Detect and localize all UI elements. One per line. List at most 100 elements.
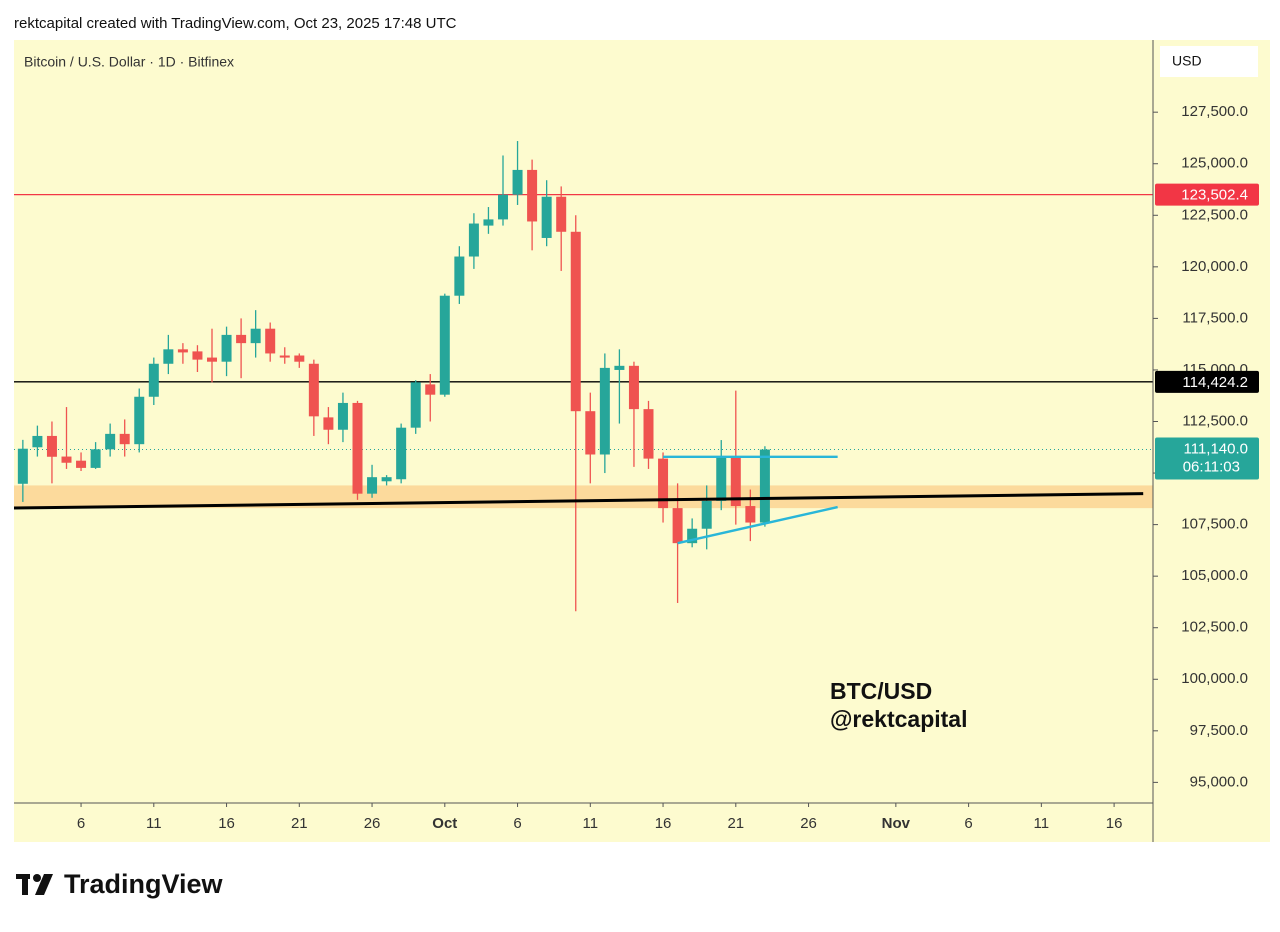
candle-body xyxy=(730,456,741,507)
trendline xyxy=(13,492,1144,510)
candle-body xyxy=(658,458,669,509)
candle-body xyxy=(396,427,407,480)
last-price-box xyxy=(1155,437,1259,480)
x-tick-label: Nov xyxy=(882,815,911,832)
candle-body xyxy=(192,351,203,360)
candle-body xyxy=(498,194,508,220)
currency: USD xyxy=(1172,53,1202,69)
x-tick-label: Oct xyxy=(432,815,457,832)
currency-box xyxy=(1160,46,1258,77)
candle-body xyxy=(265,328,276,354)
candle-body xyxy=(17,448,28,484)
x-tick-label: 26 xyxy=(364,815,381,832)
x-tick-label: 16 xyxy=(655,815,672,832)
x-tick-label: 21 xyxy=(727,815,744,832)
candle-body xyxy=(294,355,305,362)
candle-body xyxy=(643,409,654,459)
level-label-box xyxy=(1155,370,1259,393)
candle-body xyxy=(76,460,87,468)
x-tick-label: 6 xyxy=(513,815,521,832)
logo-icon xyxy=(16,874,53,895)
candle-body xyxy=(352,402,363,494)
y-tick-label: 125,000.0 xyxy=(1181,155,1248,172)
x-tick-label: 21 xyxy=(291,815,308,832)
candle-body xyxy=(468,223,479,257)
candle-body xyxy=(46,435,57,457)
candle-body xyxy=(381,477,392,482)
candle-body xyxy=(134,396,145,445)
candle-body xyxy=(163,349,174,364)
candle-body xyxy=(308,363,319,417)
plot xyxy=(13,141,1153,612)
candle-body xyxy=(61,456,72,463)
candle-body xyxy=(337,402,348,430)
candle-body xyxy=(672,508,683,544)
logo-text: TradingView xyxy=(64,869,224,899)
level-label: 123,502.4 xyxy=(1181,187,1248,204)
candle-body xyxy=(32,435,43,448)
candle-body xyxy=(556,196,567,232)
candle-body xyxy=(483,219,494,226)
x-tick-label: 11 xyxy=(146,815,162,832)
candle-body xyxy=(425,384,436,395)
x-tick-label: 6 xyxy=(77,815,85,832)
candle-body xyxy=(527,169,538,222)
candle-body xyxy=(323,417,334,430)
y-tick-label: 102,500.0 xyxy=(1181,619,1248,636)
y-tick-label: 95,000.0 xyxy=(1190,773,1248,790)
candle-body xyxy=(454,256,465,296)
candle-body xyxy=(541,196,552,238)
candle-body xyxy=(410,382,421,428)
y-tick-label: 127,500.0 xyxy=(1181,103,1248,120)
x-tick-label: 16 xyxy=(1106,815,1123,832)
candle-body xyxy=(614,365,625,370)
candle-body xyxy=(148,363,159,397)
candle-body xyxy=(221,334,232,362)
x-tick-label: 11 xyxy=(583,815,599,832)
x-tick-label: 16 xyxy=(218,815,235,832)
candle-body xyxy=(599,367,610,455)
candle-body xyxy=(177,349,188,353)
countdown: 06:11:03 xyxy=(1183,459,1240,476)
chart-background xyxy=(14,40,1270,842)
x-tick-label: 6 xyxy=(964,815,972,832)
watermark: @rektcapital xyxy=(830,706,967,732)
candle-body xyxy=(250,328,261,344)
y-tick-label: 107,500.0 xyxy=(1181,516,1248,533)
candle-body xyxy=(512,169,523,195)
level-label: 114,424.2 xyxy=(1182,374,1248,391)
y-tick-label: 97,500.0 xyxy=(1190,722,1248,739)
chart-title: Bitcoin / U.S. Dollar · 1D · Bitfinex xyxy=(24,54,234,70)
watermark: BTC/USD xyxy=(830,678,932,704)
y-tick-label: 100,000.0 xyxy=(1181,670,1248,687)
candle-body xyxy=(367,477,378,494)
y-tick-label: 122,500.0 xyxy=(1181,206,1248,223)
header: rektcapital created with TradingView.com… xyxy=(14,15,457,32)
candle-body xyxy=(90,449,101,468)
level-label-box xyxy=(1155,183,1259,206)
candle-body xyxy=(628,365,639,410)
candle-body xyxy=(236,334,247,344)
candle-body xyxy=(759,449,770,523)
candle-body xyxy=(716,456,727,501)
x-tick-label: 11 xyxy=(1034,815,1050,832)
candle-body xyxy=(570,231,581,412)
y-tick-label: 120,000.0 xyxy=(1181,258,1248,275)
candle-body xyxy=(279,355,290,358)
candle-body xyxy=(687,528,698,544)
last-price-label: 111,140.0 xyxy=(1183,441,1248,458)
candle-body xyxy=(745,506,756,523)
x-tick-label: 26 xyxy=(800,815,817,832)
y-tick-label: 105,000.0 xyxy=(1181,567,1248,584)
y-tick-label: 112,500.0 xyxy=(1182,412,1248,429)
candle-body xyxy=(439,295,450,395)
candle-body xyxy=(207,357,217,362)
trendline xyxy=(677,505,838,545)
candle-body xyxy=(701,500,712,529)
candle-body xyxy=(105,433,116,450)
candle-body xyxy=(585,411,596,455)
y-tick-label: 117,500.0 xyxy=(1182,309,1248,326)
candle-body xyxy=(119,433,130,445)
support-zone xyxy=(14,485,1153,509)
